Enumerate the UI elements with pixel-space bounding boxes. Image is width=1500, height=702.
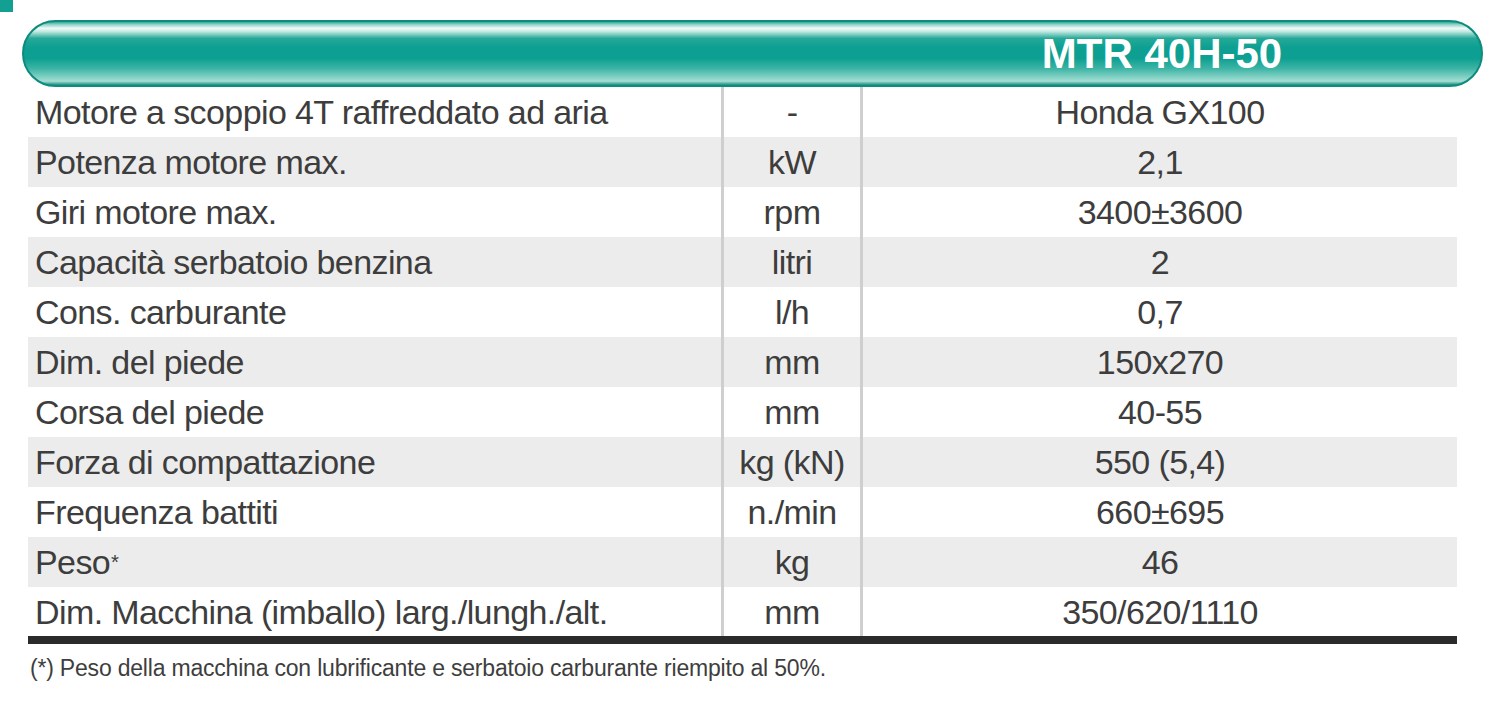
- model-name: MTR 40H-50: [865, 22, 1459, 85]
- spec-label: Corsa del piede: [35, 393, 264, 432]
- spec-unit: mm: [721, 587, 863, 637]
- spec-value: 660±695: [863, 487, 1457, 537]
- spec-unit: kW: [721, 137, 863, 187]
- spec-label: Peso: [35, 543, 110, 582]
- spec-value: 550 (5,4): [863, 437, 1457, 487]
- spec-label: Potenza motore max.: [35, 143, 347, 182]
- spec-unit: -: [721, 87, 863, 137]
- spec-value: 40-55: [863, 387, 1457, 437]
- spec-label: Dim. Macchina (imballo) larg./lungh./alt…: [35, 593, 608, 632]
- spec-label: Frequenza battiti: [35, 493, 278, 532]
- spec-value: 0,7: [863, 287, 1457, 337]
- table-row-foot-stroke: Corsa del piede mm 40-55: [28, 387, 1457, 437]
- table-row-machine-dimensions: Dim. Macchina (imballo) larg./lungh./alt…: [28, 587, 1457, 637]
- spec-unit: n./min: [721, 487, 863, 537]
- spec-sheet-page: MTR 40H-50 Motore a scoppio 4T raffredda…: [0, 0, 1500, 702]
- table-row-rpm: Giri motore max. rpm 3400±3600: [28, 187, 1457, 237]
- table-row-blow-frequency: Frequenza battiti n./min 660±695: [28, 487, 1457, 537]
- table-bottom-rule: [28, 636, 1457, 644]
- spec-label: Capacità serbatoio benzina: [35, 243, 431, 282]
- spec-value: 2,1: [863, 137, 1457, 187]
- spec-unit: kg: [721, 537, 863, 587]
- spec-unit: mm: [721, 337, 863, 387]
- table-row-engine: Motore a scoppio 4T raffreddato ad aria …: [28, 87, 1457, 137]
- spec-label: Dim. del piede: [35, 343, 244, 382]
- spec-unit: rpm: [721, 187, 863, 237]
- spec-unit: kg (kN): [721, 437, 863, 487]
- spec-value: 46: [863, 537, 1457, 587]
- spec-value: 2: [863, 237, 1457, 287]
- spec-unit: l/h: [721, 287, 863, 337]
- table-row-foot-size: Dim. del piede mm 150x270: [28, 337, 1457, 387]
- table-row-tank-capacity: Capacità serbatoio benzina litri 2: [28, 237, 1457, 287]
- spec-label: Cons. carburante: [35, 293, 286, 332]
- spec-table: Motore a scoppio 4T raffreddato ad aria …: [28, 87, 1457, 637]
- weight-footnote: (*) Peso della macchina con lubrificante…: [30, 655, 826, 682]
- spec-label: Forza di compattazione: [35, 443, 375, 482]
- table-row-fuel-consumption: Cons. carburante l/h 0,7: [28, 287, 1457, 337]
- table-row-power: Potenza motore max. kW 2,1: [28, 137, 1457, 187]
- page-corner-accent: [0, 0, 13, 12]
- spec-value: 150x270: [863, 337, 1457, 387]
- spec-label: Motore a scoppio 4T raffreddato ad aria: [35, 93, 608, 132]
- spec-unit: litri: [721, 237, 863, 287]
- spec-value: 3400±3600: [863, 187, 1457, 237]
- spec-unit: mm: [721, 387, 863, 437]
- table-row-compaction-force: Forza di compattazione kg (kN) 550 (5,4): [28, 437, 1457, 487]
- spec-value: Honda GX100: [863, 87, 1457, 137]
- spec-label: Giri motore max.: [35, 193, 277, 232]
- model-header-bar: MTR 40H-50: [22, 20, 1483, 87]
- table-row-weight: Peso* kg 46: [28, 537, 1457, 587]
- spec-value: 350/620/1110: [863, 587, 1457, 637]
